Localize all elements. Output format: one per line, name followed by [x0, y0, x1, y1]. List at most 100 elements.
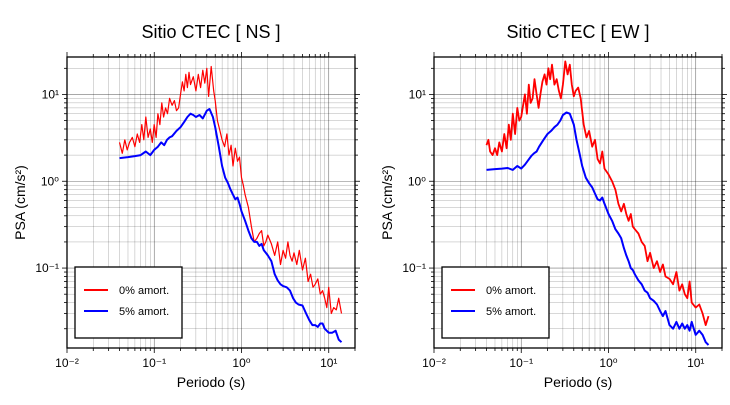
data-point — [582, 165, 583, 166]
data-point — [176, 110, 177, 111]
data-point — [298, 304, 299, 305]
data-point — [494, 148, 495, 149]
data-point — [193, 76, 194, 77]
data-point — [650, 252, 651, 253]
data-point — [193, 114, 194, 115]
data-point — [274, 255, 275, 256]
data-point — [336, 309, 337, 310]
legend: 0% amort. 5% amort. — [441, 266, 550, 339]
data-point — [602, 151, 603, 152]
data-point — [626, 255, 627, 256]
data-point — [647, 261, 648, 262]
data-point — [531, 156, 532, 157]
data-point — [705, 325, 706, 326]
data-point — [206, 110, 207, 111]
data-point — [312, 325, 313, 326]
data-point — [119, 158, 120, 159]
data-point — [550, 79, 551, 80]
data-point — [490, 151, 491, 152]
data-point — [119, 142, 120, 143]
data-point — [576, 139, 577, 140]
data-point — [145, 151, 146, 152]
data-point — [551, 64, 552, 65]
data-point — [583, 124, 584, 125]
data-point — [332, 332, 333, 333]
data-point — [331, 313, 332, 314]
data-point — [215, 127, 216, 128]
data-point — [134, 146, 135, 147]
data-point — [530, 102, 531, 103]
data-point — [580, 98, 581, 99]
data-point — [239, 203, 240, 204]
x-axis-label: Periodo (s) — [544, 374, 612, 390]
data-point — [519, 120, 520, 121]
data-point — [267, 235, 268, 236]
y-tick-label: 10¹ — [409, 87, 426, 101]
data-point — [679, 290, 680, 291]
data-point — [641, 241, 642, 242]
data-point — [569, 64, 570, 65]
x-tick-label: 10⁰ — [599, 356, 617, 370]
data-point — [271, 243, 272, 244]
data-point — [139, 142, 140, 143]
data-point — [308, 281, 309, 282]
data-point — [317, 326, 318, 327]
data-point — [190, 113, 191, 114]
data-point — [317, 278, 318, 279]
data-point — [684, 294, 685, 295]
data-point — [274, 274, 275, 275]
data-point — [524, 164, 525, 165]
data-point — [178, 107, 179, 108]
data-point — [172, 136, 173, 137]
data-point — [184, 122, 185, 123]
data-point — [289, 290, 290, 291]
data-point — [538, 107, 539, 108]
data-point — [632, 269, 633, 270]
data-point — [222, 165, 223, 166]
data-point — [644, 290, 645, 291]
data-point — [656, 261, 657, 262]
data-point — [328, 332, 329, 333]
data-point — [230, 189, 231, 190]
data-point — [536, 151, 537, 152]
data-point — [182, 81, 183, 82]
data-point — [612, 181, 613, 182]
data-point — [245, 194, 246, 195]
data-point — [280, 284, 281, 285]
data-point — [618, 203, 619, 204]
data-point — [497, 155, 498, 156]
data-point — [324, 298, 325, 299]
data-point — [608, 174, 609, 175]
data-point — [689, 281, 690, 282]
data-point — [660, 310, 661, 311]
data-point — [150, 155, 151, 156]
data-point — [208, 96, 209, 97]
data-point — [302, 305, 303, 306]
data-point — [324, 328, 325, 329]
data-point — [148, 137, 149, 138]
data-point — [143, 139, 144, 140]
grid — [433, 57, 723, 348]
data-point — [626, 213, 627, 214]
data-point — [251, 226, 252, 227]
data-point — [180, 94, 181, 95]
data-point — [338, 339, 339, 340]
data-point — [141, 124, 142, 125]
data-point — [560, 120, 561, 121]
data-point — [154, 149, 155, 150]
data-point — [673, 328, 674, 329]
data-point — [235, 199, 236, 200]
data-point — [517, 165, 518, 166]
legend: 0% amort. 5% amort. — [74, 266, 183, 339]
data-point — [198, 74, 199, 75]
data-point — [515, 133, 516, 134]
data-point — [199, 114, 200, 115]
data-point — [235, 148, 236, 149]
data-point — [623, 248, 624, 249]
data-point — [592, 146, 593, 147]
data-point — [551, 130, 552, 131]
data-point — [501, 151, 502, 152]
data-point — [159, 124, 160, 125]
data-point — [499, 142, 500, 143]
data-point — [597, 159, 598, 160]
